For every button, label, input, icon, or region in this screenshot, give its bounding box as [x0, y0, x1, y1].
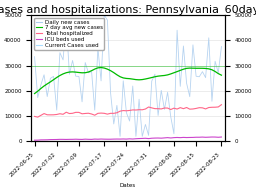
X-axis label: Dates: Dates — [120, 183, 136, 188]
Title: Cases and hospitalizations: Pennsylvania_60days: Cases and hospitalizations: Pennsylvania… — [0, 4, 256, 15]
Legend: Daily new cases, 7 day avg new cases, Total hospitalized, ICU beds used, Current: Daily new cases, 7 day avg new cases, To… — [34, 18, 104, 50]
